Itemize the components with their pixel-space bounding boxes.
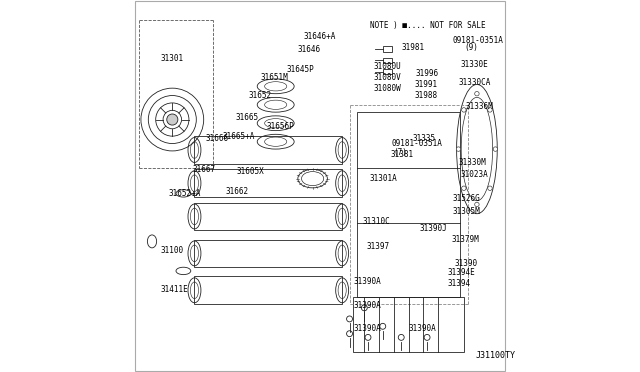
Text: J31100TY: J31100TY [475,350,515,359]
Text: 31390: 31390 [455,259,478,268]
Text: (9): (9) [464,43,478,52]
Text: 31988: 31988 [414,91,437,100]
Text: 31080V: 31080V [374,73,401,81]
Text: (7): (7) [394,148,408,157]
Circle shape [167,114,178,125]
Text: 31991: 31991 [414,80,437,89]
Text: 31080U: 31080U [374,61,401,71]
Text: 31665+A: 31665+A [222,132,255,141]
Text: 31605X: 31605X [237,167,265,176]
Text: 31656P: 31656P [266,122,294,131]
Text: 31390J: 31390J [420,224,447,233]
Bar [195,169,342,197]
Bar [195,276,342,304]
Text: 31390A: 31390A [353,278,381,286]
Text: 31336M: 31336M [466,102,493,111]
Text: 31411E: 31411E [161,285,188,294]
Text: 31330E: 31330E [460,60,488,69]
Text: 31379M: 31379M [451,235,479,244]
Text: 09181-0351A: 09181-0351A [392,139,443,148]
Text: 31335: 31335 [412,134,435,142]
Text: 31996: 31996 [416,69,439,78]
Text: 31667: 31667 [193,165,216,174]
Text: 31305M: 31305M [453,207,481,217]
Text: 31651M: 31651M [261,73,289,81]
Text: 31662: 31662 [226,187,249,196]
Text: 31301A: 31301A [370,174,397,183]
Bar [353,297,464,352]
Text: 31310C: 31310C [362,217,390,225]
Text: 31301: 31301 [161,54,184,63]
Text: 31100: 31100 [161,246,184,255]
Bar [383,68,392,74]
Text: NOTE ) ■.... NOT FOR SALE: NOTE ) ■.... NOT FOR SALE [370,21,486,30]
Text: 31390A: 31390A [353,324,381,333]
Bar [195,203,342,230]
Text: 31390A: 31390A [353,301,381,311]
Text: 31645P: 31645P [287,65,314,74]
Bar [383,58,392,63]
Text: 31080W: 31080W [374,84,401,93]
Bar [383,46,392,52]
Text: 31665: 31665 [235,113,258,122]
Text: 31981: 31981 [401,43,424,52]
Text: 09181-0351A: 09181-0351A [453,36,504,45]
Bar [195,240,342,267]
Text: 31390A: 31390A [408,324,436,333]
Text: 31652+A: 31652+A [168,189,201,198]
Circle shape [456,147,461,151]
Text: 31397: 31397 [366,243,389,251]
Circle shape [488,108,492,112]
Text: 31330M: 31330M [458,157,486,167]
Circle shape [461,108,466,112]
Circle shape [488,186,492,190]
Text: 31330CA: 31330CA [458,78,491,87]
Text: 31381: 31381 [390,150,413,159]
Circle shape [475,202,479,207]
Text: 31646: 31646 [298,45,321,54]
Text: 31526G: 31526G [453,195,481,203]
Circle shape [475,92,479,96]
Text: 31666: 31666 [205,134,228,142]
Circle shape [461,186,466,190]
Text: 31646+A: 31646+A [303,32,336,41]
Text: 31652: 31652 [248,91,271,100]
Bar [195,136,342,164]
Text: 31394E: 31394E [447,268,475,277]
Text: 31023A: 31023A [460,170,488,179]
Text: 31394: 31394 [447,279,470,288]
Circle shape [493,147,497,151]
Bar [357,112,460,297]
